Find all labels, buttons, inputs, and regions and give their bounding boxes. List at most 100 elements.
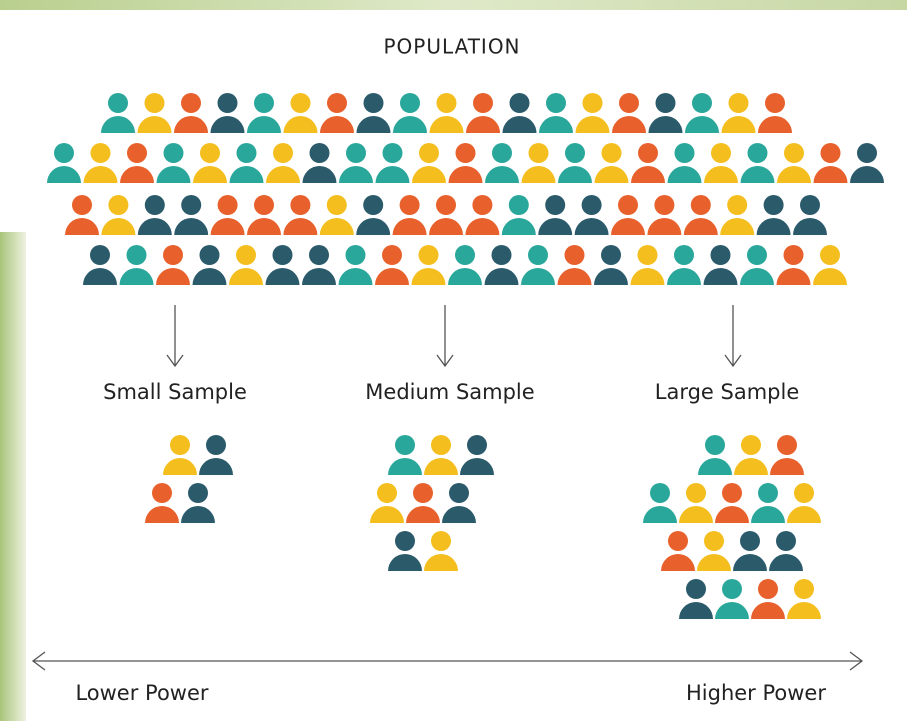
person-icon — [769, 531, 803, 571]
person-icon — [192, 245, 227, 285]
person-icon — [539, 93, 573, 133]
arrows — [31, 305, 864, 671]
person-icon — [101, 93, 135, 133]
person-icon — [776, 245, 811, 285]
person-icon — [424, 435, 458, 475]
person-icon — [793, 195, 827, 235]
arrow — [724, 305, 742, 368]
person-icon — [630, 245, 665, 285]
sample-label: Medium Sample — [365, 380, 534, 404]
person-icon — [574, 195, 609, 235]
person-icon — [612, 93, 646, 133]
arrow — [166, 305, 184, 368]
person-icon — [715, 483, 749, 523]
background-strip — [0, 0, 907, 10]
person-icon — [733, 531, 767, 571]
person-icon — [283, 195, 318, 235]
person-icon — [320, 93, 354, 133]
person-icon — [594, 245, 628, 285]
person-icon — [558, 143, 592, 183]
person-icon — [339, 143, 373, 183]
person-icon — [411, 245, 446, 285]
person-icon — [406, 483, 440, 523]
person-icon — [442, 483, 476, 523]
power-arrow — [31, 651, 864, 671]
person-icon — [466, 93, 500, 133]
person-icon — [448, 143, 483, 183]
person-icon — [756, 195, 791, 235]
person-icon — [813, 143, 848, 183]
person-icon — [47, 143, 81, 183]
person-icon — [538, 195, 573, 235]
person-icon — [429, 195, 463, 235]
person-icon — [787, 579, 821, 619]
sample-label: Small Sample — [103, 380, 247, 404]
scale-label: Lower Power — [75, 681, 208, 705]
person-icon — [156, 143, 191, 183]
person-icon — [698, 435, 732, 475]
arrow — [436, 305, 454, 368]
person-icon — [424, 531, 458, 571]
person-icon — [283, 93, 318, 133]
person-icon — [392, 195, 427, 235]
person-icon — [302, 245, 336, 285]
person-icon — [631, 143, 665, 183]
person-icon — [679, 483, 713, 523]
person-icon — [448, 245, 482, 285]
person-icon — [65, 195, 99, 235]
person-icon — [697, 531, 731, 571]
person-icon — [751, 579, 785, 619]
person-icon — [777, 143, 811, 183]
person-icon — [787, 483, 821, 523]
title: POPULATION — [383, 35, 520, 59]
person-icon — [229, 245, 263, 285]
person-icon — [648, 93, 683, 133]
person-icon — [137, 93, 172, 133]
person-icon — [174, 93, 208, 133]
person-icon — [266, 143, 300, 183]
person-icon — [683, 195, 718, 235]
person-icon — [338, 245, 373, 285]
person-icon — [210, 93, 245, 133]
person-icon — [501, 195, 536, 235]
person-icon — [193, 143, 227, 183]
person-icon — [247, 93, 281, 133]
background-strip — [0, 232, 26, 721]
person-icon — [101, 195, 136, 235]
person-icon — [181, 483, 215, 523]
person-icon — [647, 195, 682, 235]
person-icon — [557, 245, 592, 285]
person-icon — [83, 143, 118, 183]
person-icon — [429, 93, 464, 133]
person-icon — [388, 435, 422, 475]
person-icon — [721, 93, 756, 133]
person-icon — [393, 93, 427, 133]
person-icon — [163, 435, 197, 475]
person-icon — [137, 195, 172, 235]
person-icon — [265, 245, 300, 285]
person-icon — [502, 93, 537, 133]
person-icon — [720, 195, 755, 235]
person-icon — [679, 579, 713, 619]
sample-label: Large Sample — [655, 380, 800, 404]
person-icon — [460, 435, 494, 475]
people — [47, 93, 884, 619]
person-icon — [521, 143, 556, 183]
person-icon — [375, 143, 410, 183]
scale-label: Higher Power — [686, 681, 826, 705]
person-icon — [740, 245, 774, 285]
person-icon — [661, 531, 695, 571]
person-icon — [174, 195, 209, 235]
person-icon — [388, 531, 422, 571]
person-icon — [302, 143, 337, 183]
person-icon — [685, 93, 719, 133]
person-icon — [120, 143, 154, 183]
person-icon — [199, 435, 233, 475]
person-icon — [83, 245, 117, 285]
person-icon — [485, 143, 519, 183]
person-icon — [758, 93, 792, 133]
person-icon — [229, 143, 264, 183]
person-icon — [704, 143, 738, 183]
